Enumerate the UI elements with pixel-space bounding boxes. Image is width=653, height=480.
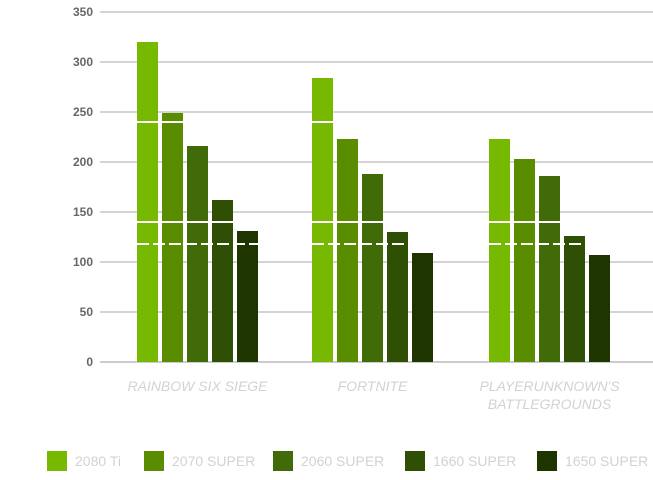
bar-2060-super-0 bbox=[187, 146, 208, 362]
bar-2080-ti-0 bbox=[137, 42, 158, 362]
bar-2070-super-1 bbox=[337, 139, 358, 362]
bar-1650-super-1 bbox=[412, 253, 433, 362]
legend-label: 1660 SUPER bbox=[433, 453, 516, 469]
y-tick-label: 50 bbox=[80, 305, 94, 319]
bar-2060-super-1 bbox=[362, 174, 383, 362]
bar-2070-super-2 bbox=[514, 159, 535, 362]
y-tick-label: 200 bbox=[73, 155, 93, 169]
legend-label: 2080 Ti bbox=[75, 453, 121, 469]
bar-1660-super-1 bbox=[387, 232, 408, 362]
y-tick-label: 300 bbox=[73, 55, 93, 69]
y-axis-ticks: 0 50 100 150 200 250 300 350 bbox=[73, 5, 93, 369]
legend-swatch-2080-ti bbox=[47, 451, 67, 471]
category-label: FORTNITE bbox=[338, 378, 408, 394]
category-label: BATTLEGROUNDS bbox=[488, 396, 612, 412]
y-tick-label: 350 bbox=[73, 5, 93, 19]
bar-1650-super-0 bbox=[237, 231, 258, 362]
bar-1650-super-2 bbox=[589, 255, 610, 362]
y-tick-label: 100 bbox=[73, 255, 93, 269]
bars bbox=[137, 42, 610, 362]
bar-2070-super-0 bbox=[162, 113, 183, 362]
y-tick-label: 250 bbox=[73, 105, 93, 119]
legend-swatch-2070-super bbox=[144, 451, 164, 471]
bar-2080-ti-2 bbox=[489, 139, 510, 362]
x-axis-categories: RAINBOW SIX SIEGE FORTNITE PLAYERUNKNOWN'S… bbox=[127, 378, 620, 412]
legend-swatch-1660-super bbox=[405, 451, 425, 471]
bar-1660-super-0 bbox=[212, 200, 233, 362]
category-label: PLAYERUNKNOWN'S bbox=[479, 378, 620, 394]
reference-lines bbox=[137, 121, 610, 245]
y-tick-label: 150 bbox=[73, 205, 93, 219]
legend-swatch-2060-super bbox=[273, 451, 293, 471]
bar-2060-super-2 bbox=[539, 176, 560, 362]
legend: 2080 Ti 2070 SUPER 2060 SUPER 1660 SUPER 165… bbox=[47, 451, 648, 471]
legend-label: 1650 SUPER bbox=[565, 453, 648, 469]
y-tick-label: 0 bbox=[86, 355, 93, 369]
category-label: RAINBOW SIX SIEGE bbox=[127, 378, 268, 394]
legend-label: 2070 SUPER bbox=[172, 453, 255, 469]
legend-label: 2060 SUPER bbox=[301, 453, 384, 469]
bar-1660-super-2 bbox=[564, 236, 585, 362]
legend-swatch-1650-super bbox=[537, 451, 557, 471]
bar-2080-ti-1 bbox=[312, 78, 333, 362]
